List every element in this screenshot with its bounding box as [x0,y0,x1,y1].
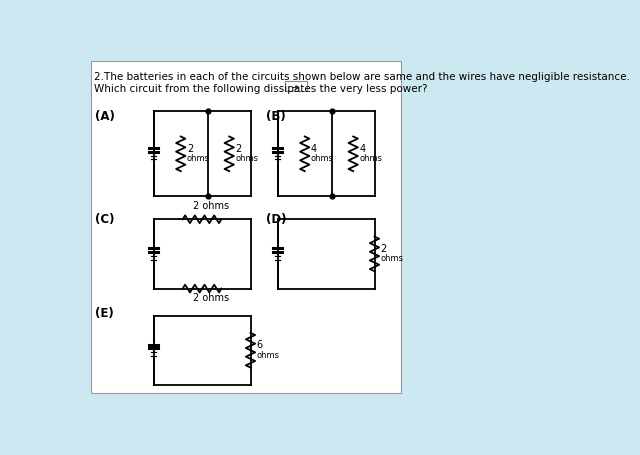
Text: Which circuit from the following dissipates the very less power?: Which circuit from the following dissipa… [94,84,428,94]
Text: ohms: ohms [257,350,280,359]
FancyBboxPatch shape [91,62,401,393]
Text: (E): (E) [95,307,115,319]
Text: (D): (D) [266,212,287,225]
Text: ohms: ohms [311,154,334,163]
FancyBboxPatch shape [285,81,307,92]
Text: ohms: ohms [381,254,404,263]
Text: 4: 4 [311,143,317,153]
Text: 2 ohms: 2 ohms [193,201,229,211]
Text: 2 ohms: 2 ohms [193,293,229,303]
Text: 2: 2 [381,243,387,253]
Text: ohms: ohms [187,154,210,163]
Text: 6: 6 [257,339,263,349]
Text: (C): (C) [95,212,115,225]
Text: 2.The batteries in each of the circuits shown below are same and the wires have : 2.The batteries in each of the circuits … [94,71,630,81]
Text: ÷: ÷ [292,82,300,92]
Text: 4: 4 [360,143,365,153]
Text: 2: 2 [236,143,242,153]
Text: ohms: ohms [236,154,259,163]
Text: (A): (A) [95,110,115,123]
Text: (B): (B) [266,110,285,123]
Text: 2: 2 [187,143,193,153]
Text: ohms: ohms [360,154,382,163]
